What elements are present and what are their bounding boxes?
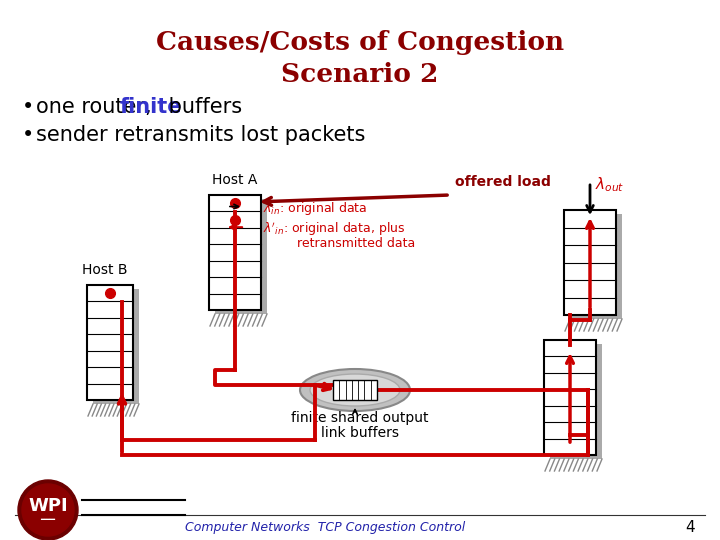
Text: sender retransmits lost packets: sender retransmits lost packets	[36, 125, 365, 145]
Circle shape	[18, 480, 78, 540]
Bar	[544, 340, 596, 455]
Text: $\lambda_{in}$: original data: $\lambda_{in}$: original data	[263, 200, 367, 217]
Text: buffers: buffers	[162, 97, 242, 117]
Text: WPI: WPI	[28, 497, 68, 515]
Text: Host B: Host B	[82, 263, 127, 277]
Bar	[209, 195, 261, 310]
Bar	[564, 210, 616, 315]
Bar	[215, 199, 267, 314]
Text: finite: finite	[120, 97, 182, 117]
Bar	[570, 214, 622, 319]
Text: one router,: one router,	[36, 97, 158, 117]
Bar	[333, 380, 377, 400]
Text: ━━━: ━━━	[40, 516, 55, 524]
Text: retransmitted data: retransmitted data	[297, 237, 415, 250]
Text: •: •	[22, 125, 35, 145]
Text: finite shared output: finite shared output	[292, 411, 428, 425]
Bar	[87, 285, 133, 400]
Text: Host A: Host A	[212, 173, 258, 187]
Text: •: •	[22, 97, 35, 117]
Bar	[550, 344, 602, 459]
Ellipse shape	[310, 374, 400, 406]
Text: 4: 4	[685, 519, 695, 535]
Text: $\lambda'_{in}$: original data, plus: $\lambda'_{in}$: original data, plus	[263, 221, 405, 238]
Text: offered load: offered load	[455, 175, 551, 189]
Ellipse shape	[300, 369, 410, 411]
Bar	[93, 289, 139, 404]
Text: Causes/Costs of Congestion: Causes/Costs of Congestion	[156, 30, 564, 55]
Text: $\lambda_{out}$: $\lambda_{out}$	[595, 176, 624, 194]
Text: Computer Networks  TCP Congestion Control: Computer Networks TCP Congestion Control	[185, 521, 465, 534]
Text: link buffers: link buffers	[321, 426, 399, 440]
Text: Scenario 2: Scenario 2	[282, 62, 438, 87]
Circle shape	[22, 484, 74, 536]
